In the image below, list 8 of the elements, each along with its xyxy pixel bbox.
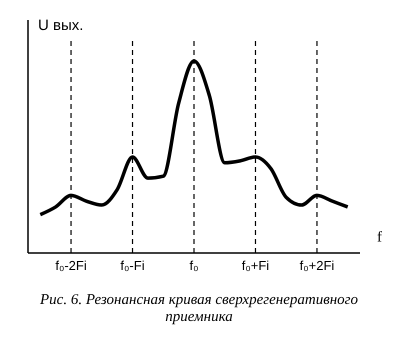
x-axis-title: f: [377, 230, 382, 246]
x-tick-label: f₀: [189, 258, 199, 274]
x-tick-label: f₀+Fi: [242, 258, 270, 274]
text: Рис. 6. Резонансная кривая сверхрегенеративного приемника: [39, 291, 359, 327]
x-tick-label: f₀-2Fi: [55, 258, 87, 274]
x-tick-label: f₀+2Fi: [300, 258, 334, 274]
x-tick-label: f₀-Fi: [120, 258, 145, 274]
y-axis-title: U вых.: [38, 17, 84, 34]
